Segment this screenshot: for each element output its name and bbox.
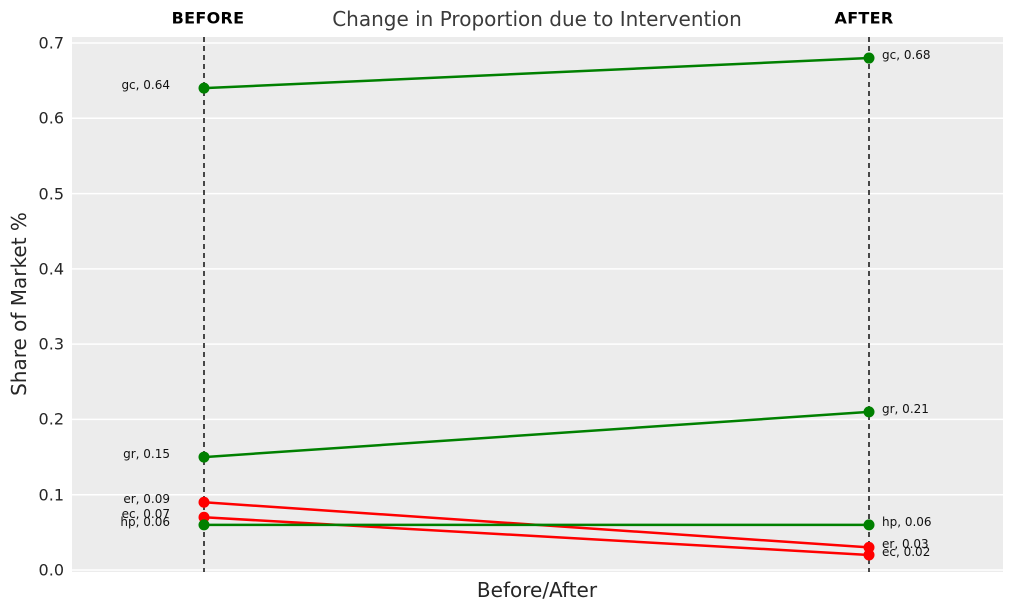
plot-area-background xyxy=(72,37,1003,572)
chart-title: Change in Proportion due to Intervention xyxy=(332,7,742,31)
series-point-gc-before xyxy=(198,82,210,94)
series-line-gc xyxy=(203,56,870,90)
series-point-er-after xyxy=(863,541,875,553)
series-point-ec-before xyxy=(198,511,210,523)
series-point-hp-after xyxy=(863,519,875,531)
series-point-er-before xyxy=(198,496,210,508)
annotation-hp-after: hp, 0.06 xyxy=(882,514,932,529)
annotation-gr-before: gr, 0.15 xyxy=(123,447,170,462)
series-line-ec xyxy=(203,516,870,557)
annotation-er-before: er, 0.09 xyxy=(123,492,170,507)
annotation-gc-after: gc, 0.68 xyxy=(882,48,931,63)
series-point-gr-before xyxy=(198,451,210,463)
series-line-gr xyxy=(203,410,870,459)
y-tick-label-7: 0.7 xyxy=(38,33,64,53)
y-tick-label-3: 0.3 xyxy=(38,334,64,354)
y-tick-label-4: 0.4 xyxy=(38,259,64,279)
annotation-gc-before: gc, 0.64 xyxy=(121,78,170,93)
y-tick-label-2: 0.2 xyxy=(38,409,64,429)
x-axis-title: Before/After xyxy=(476,578,598,602)
y-axis-title: Share of Market % xyxy=(7,212,31,396)
annotation-ec-before: ec, 0.07 xyxy=(121,507,170,522)
y-tick-label-5: 0.5 xyxy=(38,184,64,204)
annotation-gr-after: gr, 0.21 xyxy=(882,401,929,416)
annotation-hp-before: hp, 0.06 xyxy=(120,514,170,529)
after-column-header: AFTER xyxy=(834,8,894,28)
series-point-hp-before xyxy=(198,519,210,531)
annotation-ec-after: ec, 0.02 xyxy=(882,544,931,559)
y-tick-label-1: 0.1 xyxy=(38,485,64,505)
annotation-er-after: er, 0.03 xyxy=(882,537,929,552)
y-tick-label-6: 0.6 xyxy=(38,108,64,128)
y-tick-label-0: 0.0 xyxy=(38,560,64,580)
series-point-gr-after xyxy=(863,406,875,418)
before-column-header: BEFORE xyxy=(171,8,245,28)
series-point-ec-after xyxy=(863,549,875,561)
series-point-gc-after xyxy=(863,52,875,64)
